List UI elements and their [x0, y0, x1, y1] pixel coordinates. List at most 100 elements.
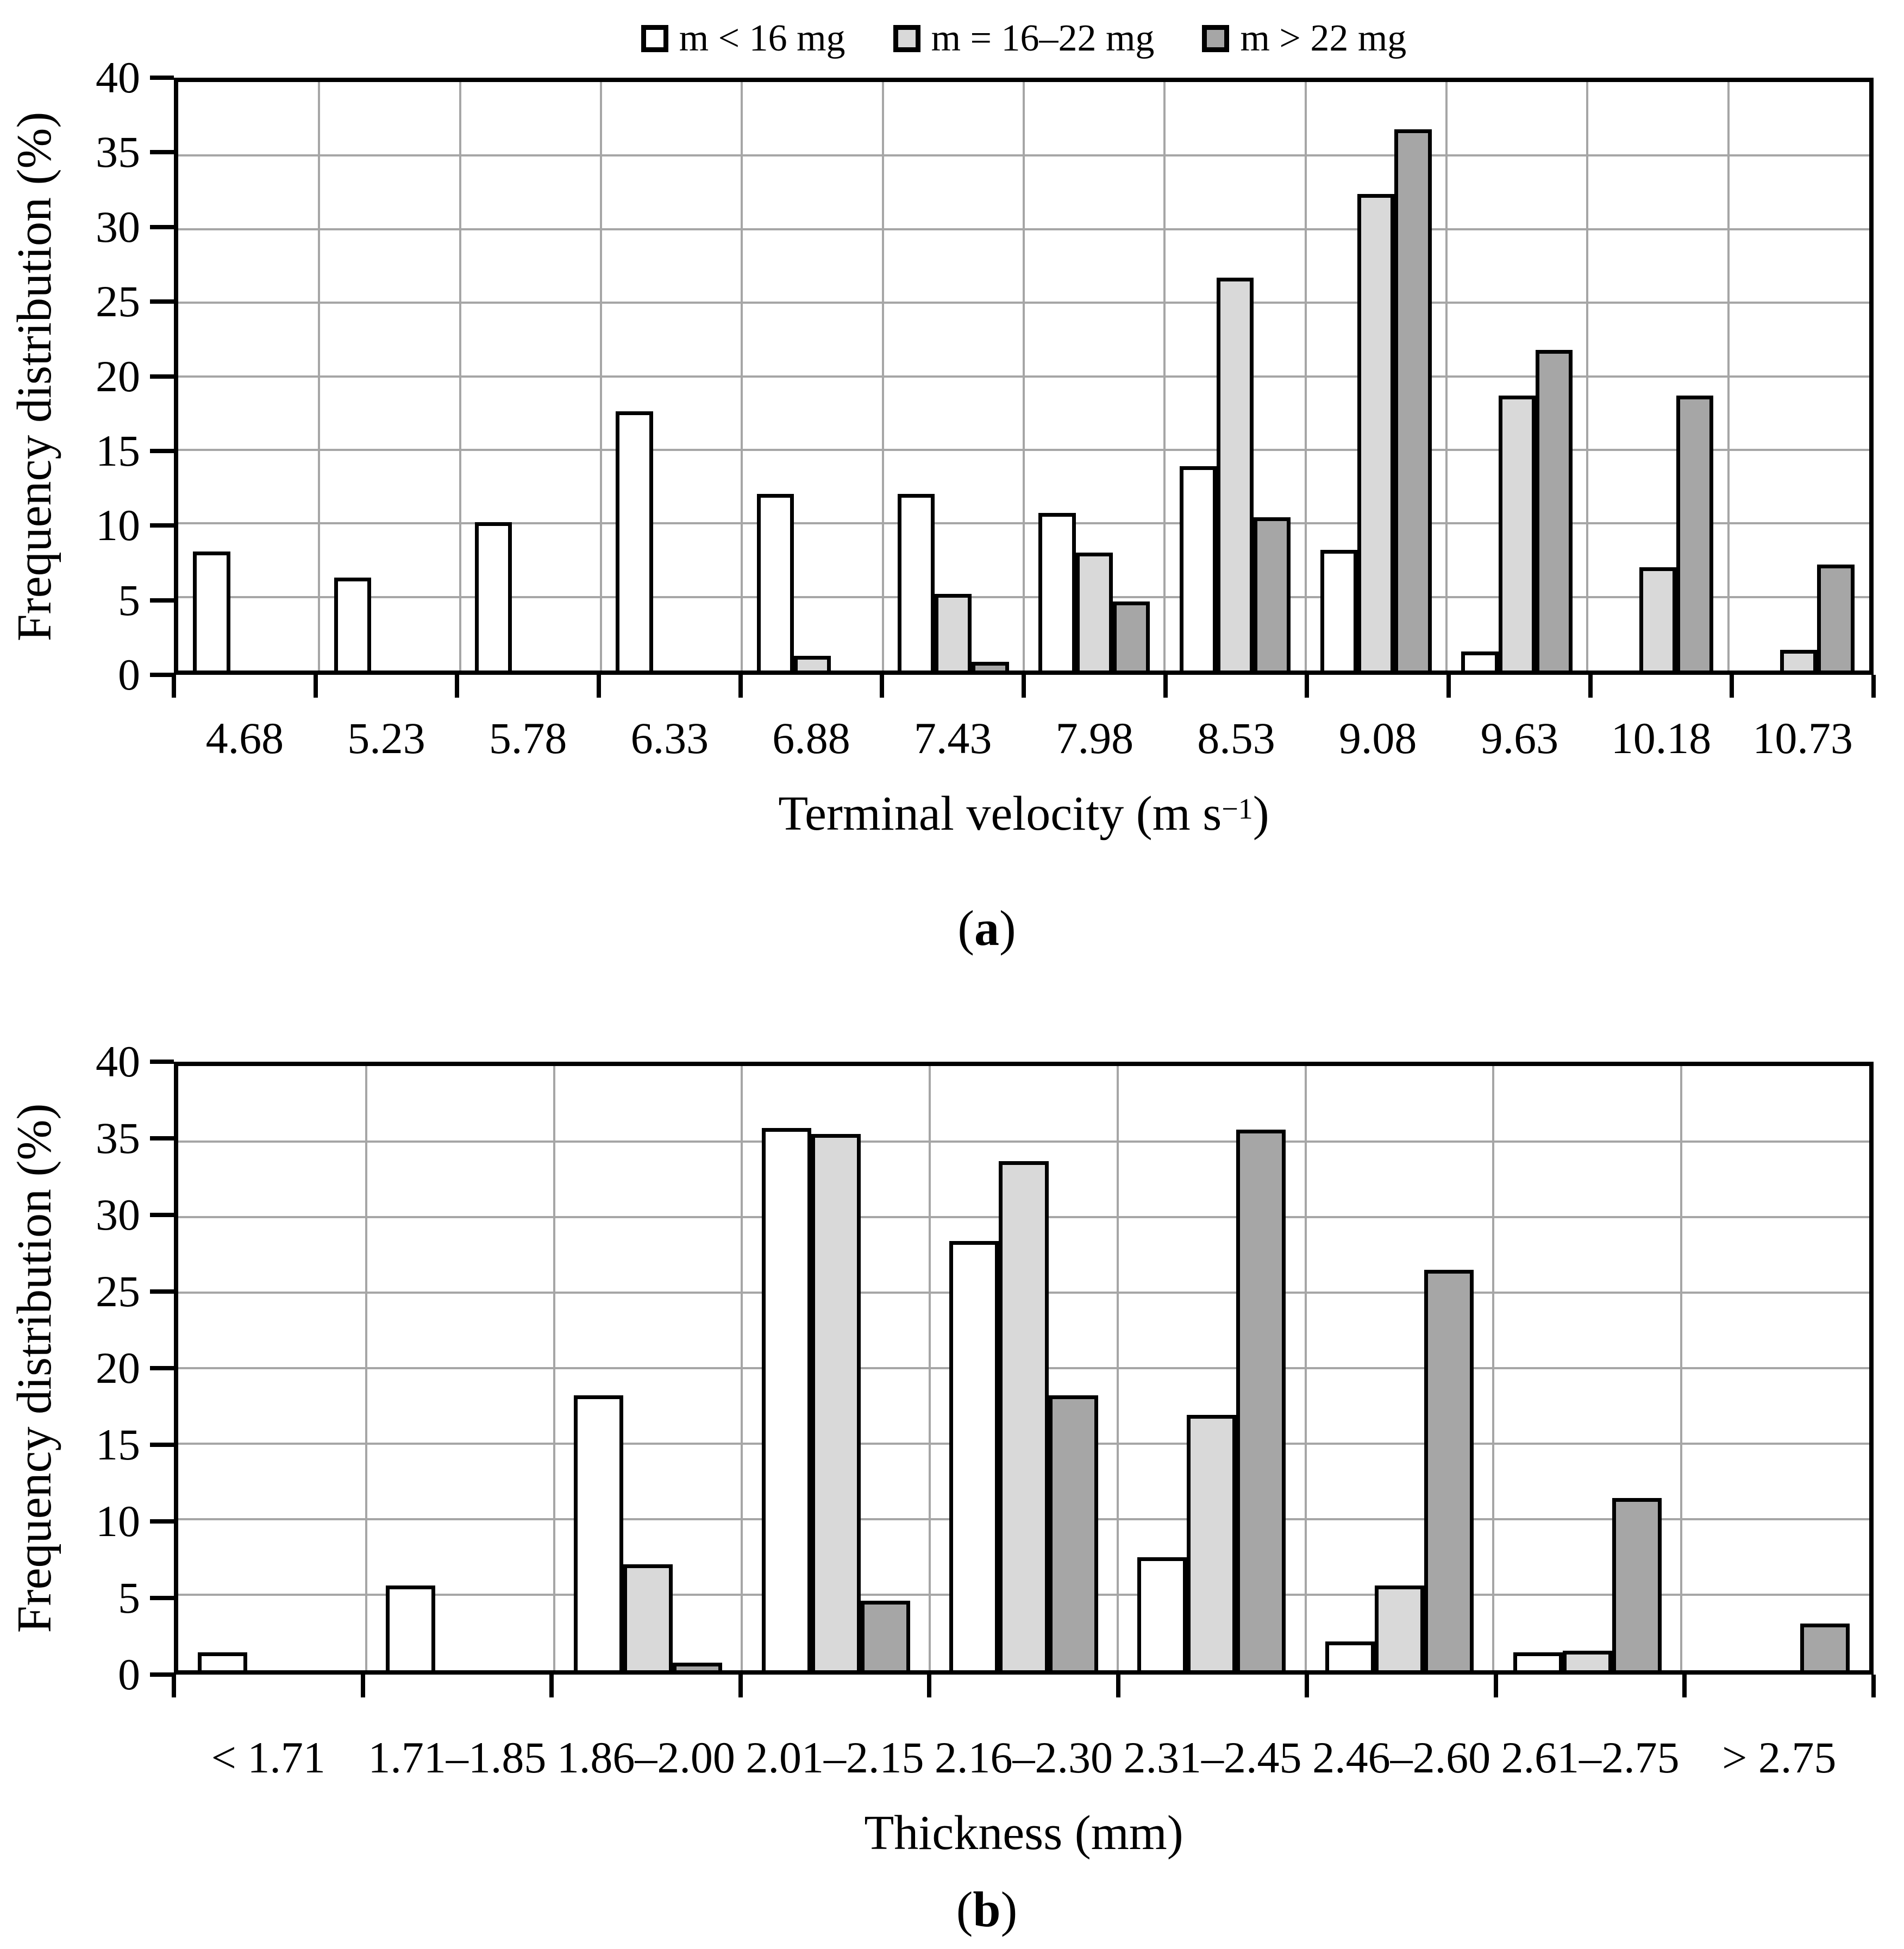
plot-area: [174, 1062, 1874, 1675]
v-gridline: [318, 82, 321, 670]
x-tick-label: 2.61–2.75: [1501, 1733, 1680, 1782]
y-tick-label: 30: [96, 202, 140, 252]
y-tick-mark: [150, 1519, 174, 1524]
legend: m < 16 mg m = 16–22 mg m > 22 mg: [174, 9, 1874, 68]
bar: [1639, 567, 1677, 670]
y-tick-label: 35: [96, 127, 140, 177]
x-tick-mark: [172, 675, 176, 698]
legend-swatch-icon: [641, 25, 668, 52]
x-tick-label: 4.68: [205, 713, 284, 763]
bar: [193, 551, 230, 670]
x-tick-label: 7.43: [913, 713, 992, 763]
legend-label: m = 16–22 mg: [931, 17, 1155, 59]
h-gridline: [178, 522, 1869, 525]
h-gridline: [178, 1216, 1869, 1218]
letter-b: b: [973, 1882, 1001, 1937]
bar: [1612, 1498, 1662, 1670]
y-tick-mark: [150, 1213, 174, 1217]
x-tick-label: 1.86–2.00: [556, 1733, 735, 1782]
x-tick-label: 1.71–1.85: [368, 1733, 547, 1782]
y-tick-label: 20: [96, 1343, 140, 1393]
x-tick-mark: [927, 1675, 932, 1697]
bar: [949, 1241, 999, 1670]
y-tick-label: 25: [96, 277, 140, 327]
v-gridline: [929, 1066, 931, 1670]
v-gridline: [1304, 1066, 1307, 1670]
y-tick-marks: [150, 1060, 174, 1677]
legend-swatch-icon: [1202, 25, 1230, 52]
v-gridline: [1116, 1066, 1119, 1670]
y-tick-mark: [150, 1136, 174, 1140]
x-tick-label: 9.63: [1480, 713, 1559, 763]
v-gridline: [600, 82, 602, 670]
x-tick-mark: [1871, 1675, 1876, 1697]
x-tick-mark: [1493, 1675, 1498, 1697]
bar: [761, 1127, 811, 1670]
y-tick-mark: [150, 1060, 174, 1064]
y-tick-label: 0: [118, 650, 140, 699]
bar: [1394, 129, 1432, 670]
y-tick-mark: [150, 1366, 174, 1370]
y-tick-label: 10: [96, 1496, 140, 1546]
legend-item-2: m > 22 mg: [1202, 17, 1406, 60]
paren-close: ): [999, 900, 1016, 956]
bar: [386, 1585, 436, 1670]
v-gridline: [1304, 82, 1307, 670]
bar: [1817, 565, 1855, 670]
x-tick-label: 8.53: [1197, 713, 1275, 763]
legend-label: m > 22 mg: [1240, 17, 1407, 59]
y-tick-label: 25: [96, 1267, 140, 1316]
bar: [793, 655, 831, 670]
x-tick-label: > 2.75: [1722, 1733, 1837, 1782]
bar: [198, 1652, 248, 1670]
x-tick-label: 6.88: [772, 713, 850, 763]
x-tick-label: 2.31–2.45: [1123, 1733, 1302, 1782]
legend-item-1: m = 16–22 mg: [893, 17, 1155, 60]
x-tick-mark: [1682, 1675, 1687, 1697]
y-tick-label: 40: [96, 1037, 140, 1086]
x-tick-label: 6.33: [630, 713, 709, 763]
bar: [1112, 601, 1150, 670]
x-tick-label: 9.08: [1338, 713, 1417, 763]
v-gridline: [365, 1066, 367, 1670]
bar: [1513, 1652, 1563, 1670]
bar: [1236, 1129, 1286, 1670]
h-gridline: [178, 1443, 1869, 1445]
x-tick-mark: [1116, 1675, 1120, 1697]
x-tick-labels: < 1.71 1.71–1.85 1.86–2.00 2.01–2.15 2.16–2.…: [174, 1735, 1874, 1793]
v-gridline: [881, 82, 884, 670]
bar: [1075, 553, 1113, 670]
v-gridline: [1023, 82, 1025, 670]
y-tick-mark: [150, 76, 174, 80]
x-tick-mark: [1305, 675, 1310, 698]
bar: [1320, 550, 1358, 670]
bar: [623, 1564, 673, 1670]
y-tick-mark: [150, 1596, 174, 1600]
bar: [1357, 193, 1395, 670]
x-tick-marks: [172, 1675, 1876, 1697]
bar: [897, 494, 935, 670]
h-gridline: [178, 228, 1869, 230]
x-title-superscript: −1: [1222, 792, 1253, 825]
y-tick-label: 20: [96, 351, 140, 401]
bar: [616, 411, 653, 670]
bar: [672, 1663, 723, 1670]
subfigure-label-a: (a): [174, 903, 1800, 953]
x-tick-mark: [455, 675, 460, 698]
x-tick-mark: [1022, 675, 1026, 698]
x-tick-mark: [313, 675, 318, 698]
paren-open: (: [956, 1882, 973, 1937]
x-tick-mark: [1871, 675, 1876, 698]
h-gridline: [178, 1518, 1869, 1520]
y-tick-label: 40: [96, 53, 140, 102]
y-tick-label: 15: [96, 1420, 140, 1469]
letter-a: a: [974, 900, 999, 956]
bar: [1800, 1623, 1850, 1670]
x-tick-label: < 1.71: [211, 1733, 325, 1782]
bar: [972, 661, 1009, 670]
bar: [1498, 395, 1536, 670]
x-tick-label: 2.01–2.15: [746, 1733, 924, 1782]
x-tick-mark: [360, 1675, 365, 1697]
x-axis-title: Thickness (mm): [174, 1809, 1874, 1858]
